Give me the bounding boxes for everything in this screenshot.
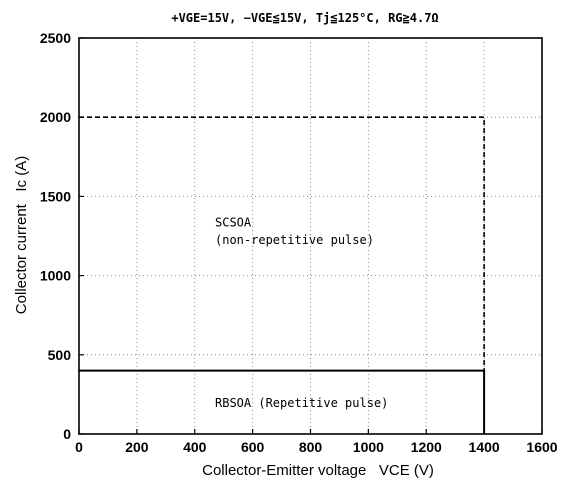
x-tick-label-600: 600 bbox=[241, 439, 265, 455]
x-axis-title: Collector-Emitter voltage VCE (V) bbox=[202, 462, 434, 479]
annotation-1: (non-repetitive pulse) bbox=[215, 233, 374, 247]
x-tick-label-200: 200 bbox=[125, 439, 149, 455]
chart-title: +VGE=15V, −VGE≦15V, Tj≦125°C, RG≧4.7Ω bbox=[171, 11, 438, 25]
x-tick-label-400: 400 bbox=[183, 439, 207, 455]
series-lines bbox=[79, 116, 486, 434]
x-tick-label-0: 0 bbox=[75, 439, 83, 455]
x-tick-label-1000: 1000 bbox=[353, 439, 384, 455]
y-tick-label-0: 0 bbox=[63, 426, 71, 442]
y-tick-label-1500: 1500 bbox=[40, 188, 71, 204]
y-tick-label-2500: 2500 bbox=[40, 30, 71, 46]
y-axis-title: Collector current Ic (A) bbox=[13, 156, 30, 314]
rbsoa-boundary-line bbox=[79, 369, 486, 434]
annotation-0: SCSOA bbox=[215, 215, 252, 229]
annotation-2: RBSOA (Repetitive pulse) bbox=[215, 396, 388, 410]
scsoa-boundary-line bbox=[79, 116, 485, 434]
x-tick-label-800: 800 bbox=[299, 439, 323, 455]
x-tick-label-1200: 1200 bbox=[411, 439, 442, 455]
x-tick-label-1400: 1400 bbox=[469, 439, 500, 455]
axis-ticks: 0 200 400 600 800 1000 1200 1400 1600 0 500 1000 150… bbox=[40, 30, 558, 455]
y-tick-label-2000: 2000 bbox=[40, 109, 71, 125]
y-tick-label-500: 500 bbox=[48, 347, 72, 363]
x-tick-label-1600: 1600 bbox=[526, 439, 557, 455]
y-tick-label-1000: 1000 bbox=[40, 268, 71, 284]
annotations: SCSOA (non-repetitive pulse) RBSOA (Repeti… bbox=[215, 215, 388, 410]
